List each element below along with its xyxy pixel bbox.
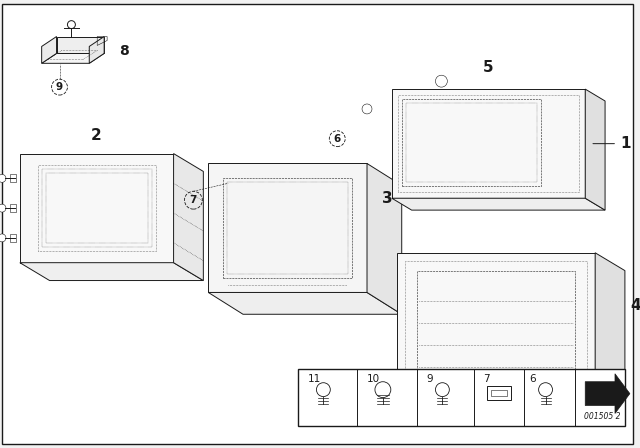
Bar — [211, 179, 224, 193]
Bar — [211, 258, 224, 272]
Text: 5: 5 — [483, 60, 493, 75]
Bar — [10, 234, 16, 242]
Polygon shape — [585, 89, 605, 210]
Polygon shape — [208, 293, 402, 314]
Bar — [581, 276, 593, 288]
Circle shape — [0, 204, 6, 212]
Text: 8: 8 — [119, 44, 129, 58]
Text: 1: 1 — [593, 136, 630, 151]
Text: 2: 2 — [91, 128, 102, 143]
Polygon shape — [392, 198, 605, 210]
Polygon shape — [20, 154, 173, 263]
Bar — [543, 120, 572, 131]
Polygon shape — [42, 53, 104, 63]
Text: 3: 3 — [382, 191, 392, 206]
Text: 10: 10 — [367, 374, 380, 384]
Polygon shape — [392, 89, 585, 198]
Bar — [543, 164, 572, 176]
Polygon shape — [56, 37, 104, 53]
Polygon shape — [367, 164, 402, 314]
Text: 001505 2: 001505 2 — [584, 413, 621, 422]
Text: 7: 7 — [189, 195, 197, 205]
Circle shape — [0, 174, 6, 182]
Polygon shape — [595, 253, 625, 414]
Bar — [543, 105, 572, 116]
Bar — [10, 204, 16, 212]
Text: 6: 6 — [333, 134, 341, 144]
Polygon shape — [173, 154, 204, 280]
Bar — [298, 369, 625, 426]
Bar — [543, 135, 572, 146]
Polygon shape — [397, 396, 625, 414]
Text: 6: 6 — [530, 374, 536, 384]
Polygon shape — [397, 253, 595, 396]
Text: 9: 9 — [56, 82, 63, 92]
Text: 9: 9 — [426, 374, 433, 384]
Text: 7: 7 — [483, 374, 490, 384]
Bar — [166, 167, 177, 178]
Bar — [166, 231, 177, 243]
Bar — [543, 150, 572, 160]
Polygon shape — [42, 37, 56, 63]
Polygon shape — [89, 37, 104, 63]
Text: 11: 11 — [307, 374, 321, 384]
Circle shape — [0, 234, 6, 242]
Bar — [10, 174, 16, 182]
Polygon shape — [20, 263, 204, 280]
Polygon shape — [585, 374, 630, 414]
Text: 4: 4 — [630, 298, 640, 313]
Bar — [581, 370, 593, 382]
Polygon shape — [208, 164, 367, 293]
Bar — [543, 179, 572, 190]
